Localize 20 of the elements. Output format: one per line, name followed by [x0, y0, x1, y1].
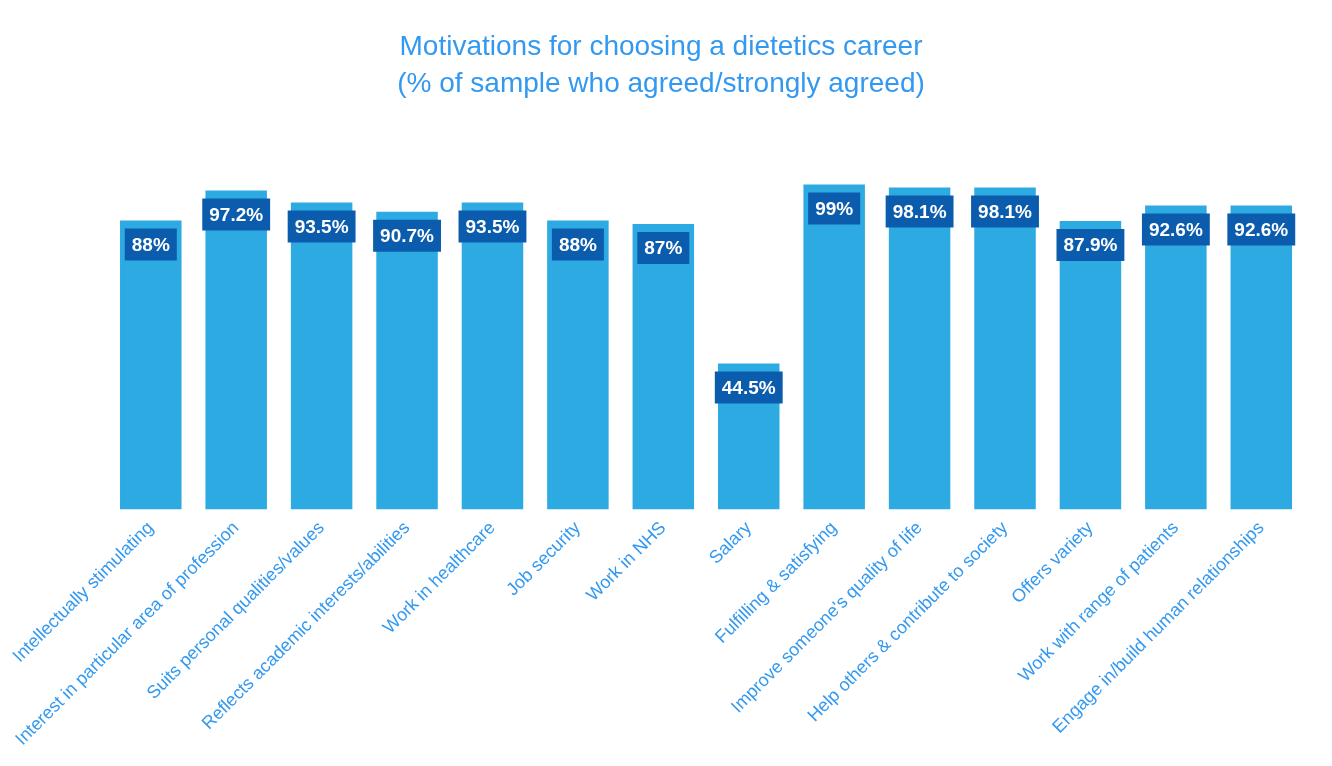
bar: [547, 220, 609, 510]
data-label: 92.6%: [1234, 218, 1289, 240]
data-label: 87.9%: [1063, 234, 1118, 256]
chart-title: Motivations for choosing a dietetics career: [399, 29, 923, 61]
data-label: 98.1%: [892, 200, 947, 222]
data-label: 97.2%: [209, 203, 264, 225]
data-label: 88%: [558, 233, 598, 255]
bar: [803, 184, 865, 510]
bar: [120, 220, 182, 510]
data-label: 88%: [131, 233, 170, 255]
chart-subtitle: (% of sample who agreed/strongly agreed): [397, 67, 925, 99]
data-label: 44.5%: [721, 376, 776, 398]
data-label: 98.1%: [978, 200, 1033, 222]
data-label: 93.5%: [465, 215, 520, 237]
data-label: 87%: [644, 237, 683, 259]
data-label: 99%: [815, 197, 854, 219]
data-label: 92.6%: [1148, 218, 1203, 240]
data-label: 93.5%: [294, 215, 349, 237]
data-label: 90.7%: [380, 224, 435, 246]
bar: [632, 223, 695, 510]
